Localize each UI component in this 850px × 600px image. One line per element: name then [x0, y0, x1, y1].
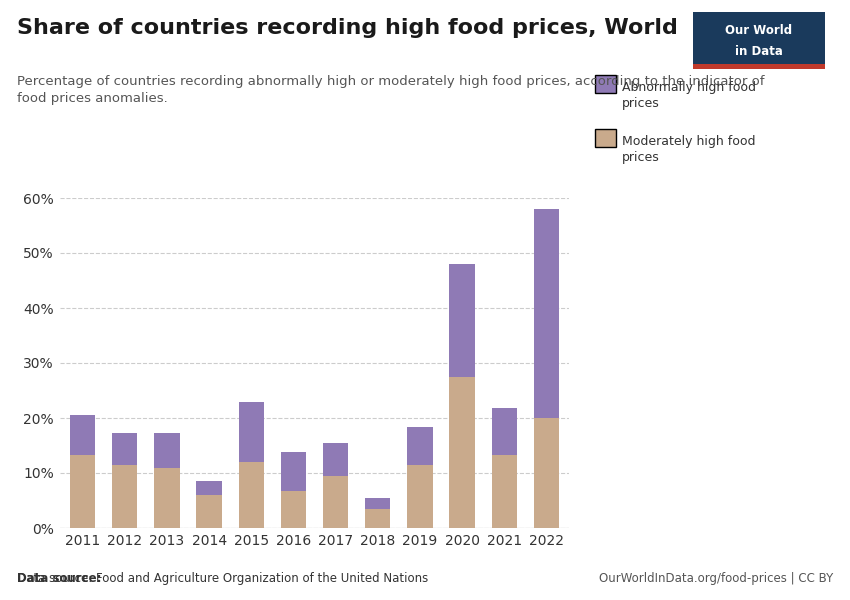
- Bar: [155, 433, 179, 467]
- Bar: [407, 427, 433, 465]
- Bar: [491, 455, 517, 528]
- Bar: [70, 415, 95, 455]
- Bar: [323, 476, 348, 528]
- Text: Abnormally high food
prices: Abnormally high food prices: [622, 81, 756, 110]
- Bar: [534, 418, 559, 528]
- Bar: [70, 455, 95, 528]
- Bar: [196, 495, 222, 528]
- Bar: [239, 401, 264, 462]
- Bar: [196, 481, 222, 495]
- Text: in Data: in Data: [734, 46, 783, 58]
- Text: Data source: Food and Agriculture Organization of the United Nations: Data source: Food and Agriculture Organi…: [17, 572, 428, 585]
- Text: Moderately high food
prices: Moderately high food prices: [622, 135, 756, 164]
- Bar: [366, 509, 390, 528]
- Bar: [239, 462, 264, 528]
- Text: Data source:: Data source:: [17, 572, 101, 585]
- Bar: [491, 408, 517, 455]
- Text: Percentage of countries recording abnormally high or moderately high food prices: Percentage of countries recording abnorm…: [17, 75, 764, 105]
- Bar: [407, 465, 433, 528]
- Bar: [112, 465, 138, 528]
- Bar: [366, 498, 390, 509]
- Bar: [155, 467, 179, 528]
- Bar: [280, 491, 306, 528]
- Text: Our World: Our World: [725, 24, 792, 37]
- Text: OurWorldInData.org/food-prices | CC BY: OurWorldInData.org/food-prices | CC BY: [598, 572, 833, 585]
- Bar: [450, 377, 474, 528]
- Bar: [534, 209, 559, 418]
- Text: Share of countries recording high food prices, World: Share of countries recording high food p…: [17, 18, 677, 38]
- Bar: [693, 64, 824, 69]
- Bar: [323, 443, 348, 476]
- Bar: [280, 452, 306, 491]
- Bar: [450, 264, 474, 377]
- Bar: [112, 433, 138, 465]
